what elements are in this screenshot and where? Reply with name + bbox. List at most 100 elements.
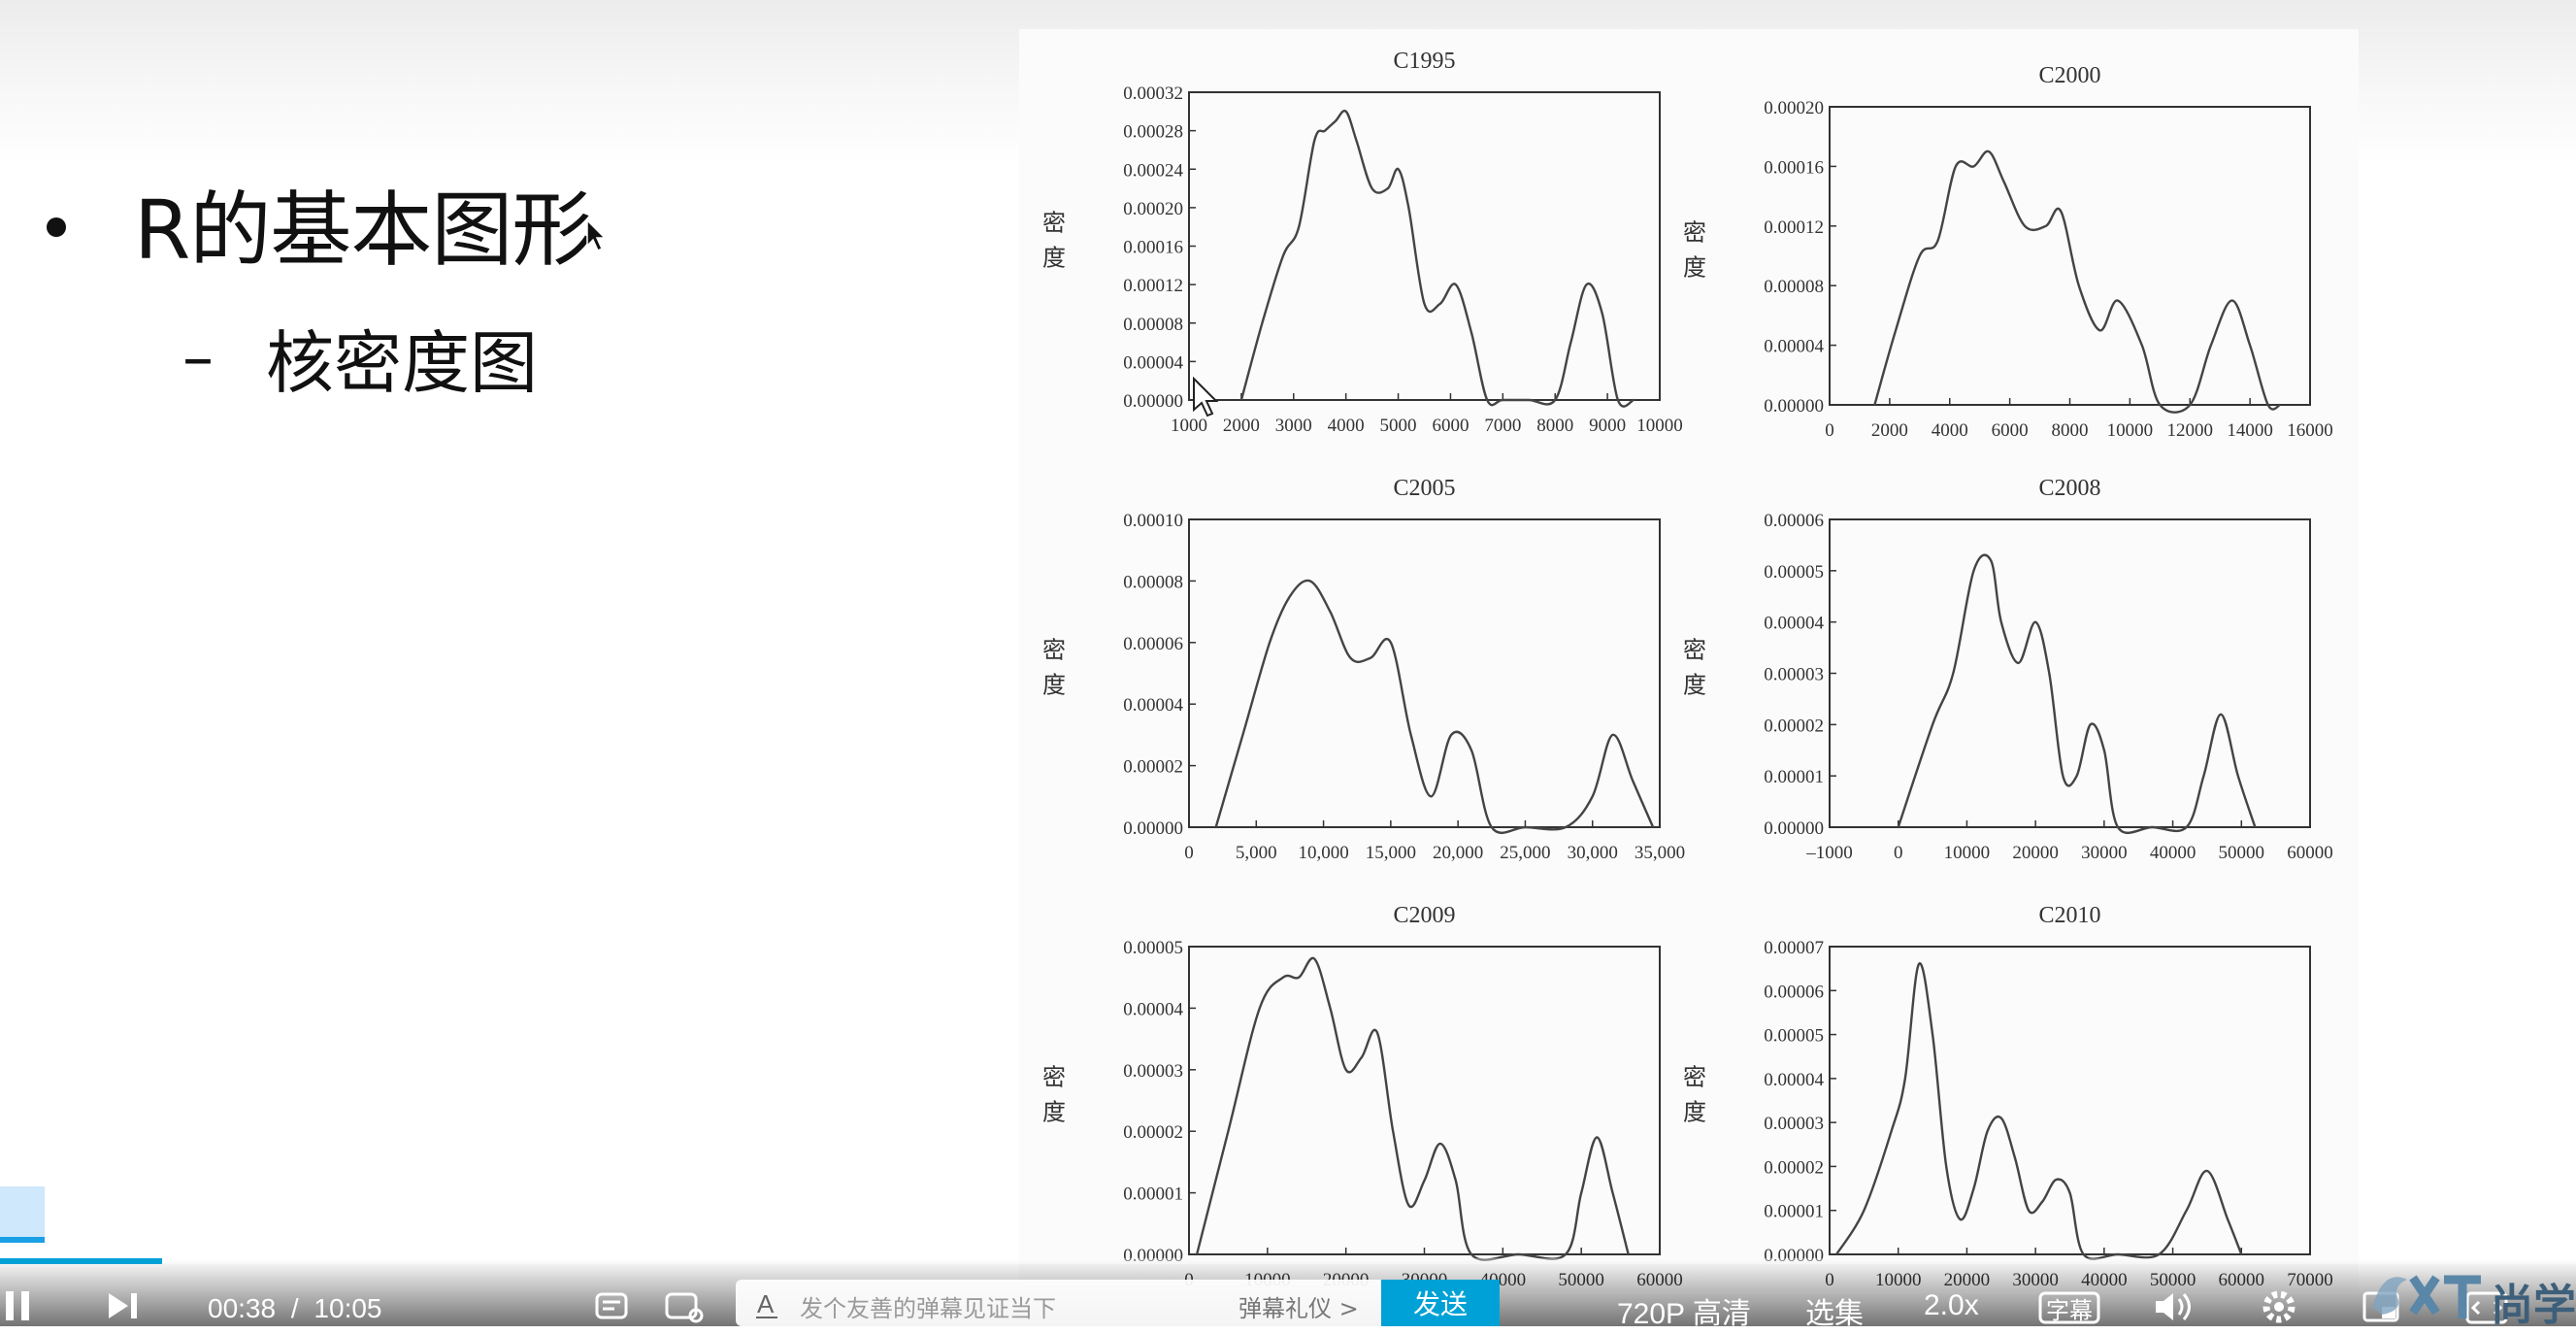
density-curve <box>1195 956 1630 1261</box>
sub-dash: – <box>182 321 214 394</box>
volume-button[interactable] <box>2153 1289 2196 1332</box>
x-tick-label: 6000 <box>1992 420 2029 441</box>
chart-title: C2009 <box>1393 903 1455 928</box>
y-tick-label: 0.00002 <box>1764 716 1824 736</box>
pause-button[interactable] <box>4 1289 33 1330</box>
fullscreen-button[interactable] <box>2465 1291 2508 1332</box>
y-tick-label: 0.00006 <box>1764 982 1824 1002</box>
chart-title: C2005 <box>1393 476 1455 501</box>
settings-button[interactable] <box>2260 1287 2298 1334</box>
y-tick-label: 0.00003 <box>1764 1114 1824 1134</box>
chart-svg: C2005 密度 0.00000 0.00002 0.00004 0.00006 0.000… <box>1042 476 1685 863</box>
brand-logo: 尚学 <box>2364 1258 2576 1330</box>
time-current: 00:38 <box>208 1293 277 1323</box>
chart-c2000: C2000 密度 0.00000 0.00004 0.00008 0.00012 0.000… <box>1669 53 2339 451</box>
y-tick-label: 0.00004 <box>1764 1070 1824 1090</box>
y-tick-label: 0.00002 <box>1764 1157 1824 1178</box>
x-tick-label: 10000 <box>1636 416 1683 436</box>
chart-svg: C2008 密度 0.00000 0.00001 0.00002 0.00003 0.000… <box>1683 476 2333 863</box>
y-tick-label: 0.00016 <box>1764 157 1824 178</box>
chart-svg: C2000 密度 0.00000 0.00004 0.00008 0.00012 0.000… <box>1683 63 2333 441</box>
chart-c2010: C2010 密度 0.00000 0.00001 0.00002 0.00003 0.000… <box>1669 893 2339 1301</box>
x-tick-label: 10,000 <box>1298 843 1348 863</box>
y-tick-label: 0.00010 <box>1123 511 1183 531</box>
time-display: 00:38 / 10:05 <box>208 1293 382 1324</box>
chart-title: C2000 <box>2038 63 2100 88</box>
chart-c2009: C2009 密度 0.00000 0.00001 0.00002 0.00003 0.000… <box>1029 893 1689 1301</box>
x-tick-label: 3000 <box>1275 416 1312 436</box>
quality-selector[interactable]: 720P 高清 <box>1617 1298 1751 1330</box>
y-tick-label: 0.00001 <box>1764 767 1824 787</box>
sxt-logo-icon <box>2372 1275 2481 1318</box>
chart-svg: C2009密度0.000000.000010.000020.000030.000… <box>1042 903 1683 1290</box>
font-style-icon: A <box>756 1289 777 1318</box>
logo-text: 尚学 <box>2491 1281 2576 1330</box>
y-tick-label: 0.00004 <box>1764 614 1824 634</box>
danmaku-settings-button[interactable] <box>664 1289 705 1332</box>
x-tick-label: 8000 <box>2052 420 2089 441</box>
x-tick-label: 1000 <box>1171 416 1207 436</box>
danmaku-toggle-button[interactable] <box>594 1289 633 1332</box>
speed-selector[interactable]: 2.0x <box>1924 1289 1979 1321</box>
x-tick-label: 0 <box>1184 843 1194 863</box>
y-tick-label: 0.00004 <box>1764 337 1824 357</box>
send-button[interactable]: 发送 <box>1381 1280 1500 1326</box>
y-axis-label: 度 <box>1683 673 1706 699</box>
plot-frame <box>1829 518 2311 828</box>
y-axis-label: 密 <box>1042 638 1066 664</box>
y-tick-label: 0.00003 <box>1123 1061 1183 1082</box>
svg-text:A: A <box>757 1289 775 1318</box>
danmaku-etiquette-link[interactable]: 弹幕礼仪 > <box>1238 1295 1359 1322</box>
x-tick-label: 5,000 <box>1236 843 1277 863</box>
x-tick-label: 30,000 <box>1568 843 1618 863</box>
x-tick-label: 8000 <box>1536 416 1573 436</box>
y-tick-label: 0.00004 <box>1123 695 1183 716</box>
mouse-cursor-icon <box>1193 377 1219 417</box>
y-tick-label: 0.00004 <box>1123 999 1183 1019</box>
plot-frame <box>1188 518 1661 828</box>
chart-title: C1995 <box>1393 49 1455 74</box>
y-axis-label: 密 <box>1042 1065 1066 1091</box>
y-tick-label: 0.00008 <box>1123 315 1183 335</box>
y-tick-label: 0.00005 <box>1764 562 1824 583</box>
slide-title: R的基本图形 <box>134 183 593 278</box>
y-tick-label: 0.00012 <box>1764 217 1824 238</box>
plot-frame <box>1188 946 1661 1255</box>
plot-frame <box>1829 106 2311 406</box>
progress-bar[interactable] <box>0 1258 2576 1264</box>
x-tick-label: 6000 <box>1432 416 1469 436</box>
pause-icon <box>6 1291 29 1320</box>
x-tick-label: –1000 <box>1805 843 1853 863</box>
subtitle-button[interactable]: 字幕 <box>2038 1291 2100 1332</box>
danmaku-input[interactable]: A 发个友善的弹幕见证当下 弹幕礼仪 > <box>736 1280 1381 1326</box>
bullet-title-line: R的基本图形 <box>47 165 608 283</box>
episodes-button[interactable]: 选集 <box>1805 1298 1864 1330</box>
x-tick-label: 0 <box>1894 843 1903 863</box>
y-tick-label: 0.00000 <box>1123 391 1183 412</box>
chart-svg: C1995 密度 0.00000 0.00004 0.00008 0.00012 0.000… <box>1042 49 1683 436</box>
danmaku-on-icon <box>595 1292 628 1319</box>
density-curve <box>1239 109 1635 408</box>
y-tick-label: 0.00020 <box>1764 98 1824 118</box>
y-tick-label: 0.00005 <box>1764 1026 1824 1047</box>
chart-c2008: C2008 密度 0.00000 0.00001 0.00002 0.00003 0.000… <box>1669 466 2339 874</box>
x-tick-label: 16000 <box>2287 420 2333 441</box>
chart-svg: C2010密度0.000000.000010.000020.000030.000… <box>1683 903 2333 1290</box>
y-axis-label: 度 <box>1042 246 1066 272</box>
time-separator: / <box>290 1293 299 1323</box>
x-tick-label: 4000 <box>1328 416 1365 436</box>
plot-frame <box>1829 946 2311 1255</box>
x-tick-label: 4000 <box>1932 420 1968 441</box>
danmaku-placeholder: 发个友善的弹幕见证当下 <box>800 1295 1056 1322</box>
next-button[interactable] <box>107 1291 140 1328</box>
widescreen-icon <box>2465 1291 2508 1324</box>
danmaku-settings-icon <box>665 1292 704 1323</box>
x-tick-label: 30000 <box>2081 843 2128 863</box>
y-tick-label: 0.00000 <box>1764 396 1824 417</box>
progress-fill <box>0 1258 162 1264</box>
x-tick-label: 60000 <box>2287 843 2333 863</box>
x-tick-label: 10000 <box>1944 843 1990 863</box>
density-curve <box>1214 579 1655 834</box>
y-axis-label: 度 <box>1042 1100 1066 1126</box>
x-tick-label: 25,000 <box>1500 843 1550 863</box>
